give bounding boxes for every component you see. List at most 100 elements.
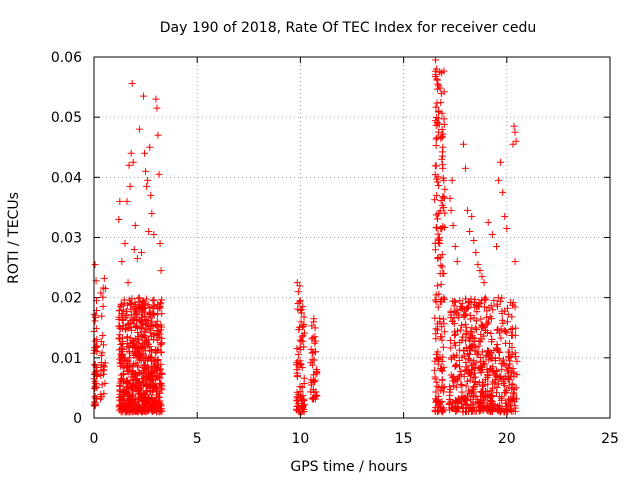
data-point [91, 312, 99, 320]
data-point [452, 362, 460, 370]
data-point [438, 148, 446, 156]
data-point [125, 348, 133, 356]
data-point [137, 318, 145, 326]
data-point [100, 341, 108, 349]
data-point [440, 176, 448, 184]
data-point [431, 314, 439, 322]
data-point [434, 355, 442, 363]
data-point [488, 230, 496, 238]
x-tick-label: 25 [601, 431, 619, 447]
data-point [503, 224, 511, 232]
data-point [99, 331, 107, 339]
data-point [455, 346, 463, 354]
data-point [155, 398, 163, 406]
data-point [472, 326, 480, 334]
data-point [448, 176, 456, 184]
data-point [97, 367, 105, 375]
data-point [144, 407, 152, 415]
data-point [491, 402, 499, 410]
data-point [458, 393, 466, 401]
data-point [478, 389, 486, 397]
data-point [483, 307, 491, 315]
data-point [158, 323, 166, 331]
data-point [490, 347, 498, 355]
data-point [294, 391, 302, 399]
tick-labels: 0 5 10 15 20 25 0 0.01 0.02 0.03 0.04 0.05 0.06 [51, 50, 619, 447]
data-point [437, 224, 445, 232]
data-point [438, 263, 446, 271]
data-point [118, 352, 126, 360]
data-point [124, 400, 132, 408]
data-point [145, 304, 153, 312]
data-point [434, 326, 442, 334]
data-point [458, 321, 466, 329]
y-axis-label: ROTI / TECUs [6, 192, 22, 284]
data-point [493, 389, 501, 397]
data-point [135, 400, 143, 408]
data-point [433, 282, 441, 290]
data-point [495, 354, 503, 362]
data-point [128, 79, 136, 87]
data-point [457, 326, 465, 334]
data-point [507, 325, 515, 333]
data-point [453, 351, 461, 359]
data-point [434, 392, 442, 400]
data-point [118, 402, 126, 410]
data-point [139, 349, 147, 357]
data-point [477, 315, 485, 323]
data-point [312, 337, 320, 345]
data-point [471, 324, 479, 332]
data-point [440, 67, 448, 75]
data-point [478, 273, 486, 281]
data-point [156, 330, 164, 338]
data-point [310, 356, 318, 364]
data-point [91, 402, 99, 410]
data-point [150, 230, 158, 238]
data-point [434, 215, 442, 223]
data-point [504, 311, 512, 319]
y-tick-label: 0 [73, 411, 82, 427]
data-point [158, 296, 166, 304]
data-point [307, 345, 315, 353]
data-point [480, 381, 488, 389]
data-point [446, 391, 454, 399]
data-point [294, 351, 302, 359]
data-point [493, 326, 501, 334]
data-point [431, 196, 439, 204]
data-point [499, 319, 507, 327]
data-point [489, 306, 497, 314]
data-point [99, 293, 107, 301]
data-point [117, 371, 125, 379]
data-point [438, 295, 446, 303]
data-point [487, 403, 495, 411]
data-point [464, 206, 472, 214]
data-point [142, 295, 150, 303]
data-point [452, 298, 460, 306]
data-point [131, 304, 139, 312]
data-point [494, 380, 502, 388]
data-point [125, 161, 133, 169]
data-point [483, 347, 491, 355]
data-point [510, 122, 518, 130]
data-point [499, 359, 507, 367]
data-point [469, 384, 477, 392]
data-point [478, 382, 486, 390]
data-point [117, 340, 125, 348]
data-point [153, 346, 161, 354]
data-point [157, 360, 165, 368]
data-point [461, 320, 469, 328]
data-point [462, 358, 470, 366]
data-point [484, 372, 492, 380]
data-point [464, 355, 472, 363]
y-tick-label: 0.03 [51, 231, 82, 247]
data-point [439, 315, 447, 323]
data-point [130, 342, 138, 350]
data-point [434, 320, 442, 328]
data-point [503, 386, 511, 394]
data-point [484, 218, 492, 226]
data-point [117, 302, 125, 310]
data-point [438, 125, 446, 133]
data-point [491, 378, 499, 386]
data-point [433, 397, 441, 405]
chart-title: Day 190 of 2018, Rate Of TEC Index for r… [160, 20, 536, 36]
